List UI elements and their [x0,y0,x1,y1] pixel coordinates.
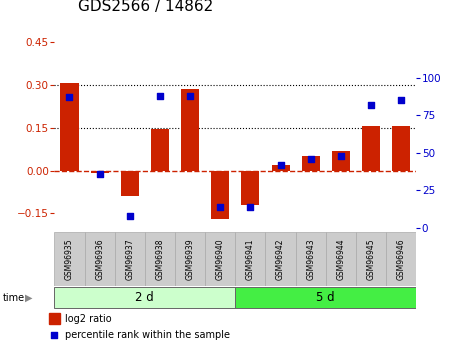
Point [217,204,224,209]
FancyBboxPatch shape [54,232,85,286]
Text: GSM96940: GSM96940 [216,238,225,279]
FancyBboxPatch shape [326,232,356,286]
FancyBboxPatch shape [85,232,114,286]
Text: GSM96943: GSM96943 [306,238,315,279]
Bar [121,170,139,196]
Text: percentile rank within the sample: percentile rank within the sample [65,330,230,340]
Text: GSM96937: GSM96937 [125,238,134,279]
Point [66,95,73,100]
Point [96,171,104,176]
Text: GSM96941: GSM96941 [246,238,255,279]
FancyBboxPatch shape [235,287,416,308]
Point [277,162,284,167]
Text: 5 d: 5 d [316,291,335,304]
Bar [181,89,199,170]
Point [367,102,375,107]
FancyBboxPatch shape [54,287,235,308]
Point [186,93,194,98]
FancyBboxPatch shape [235,232,265,286]
Text: 2 d: 2 d [135,291,154,304]
FancyBboxPatch shape [296,232,326,286]
Bar [332,150,350,170]
Point [337,153,345,158]
Bar [49,313,60,324]
Text: log2 ratio: log2 ratio [65,314,112,324]
Text: GSM96938: GSM96938 [156,238,165,279]
Text: GSM96935: GSM96935 [65,238,74,279]
Point [246,204,254,209]
Bar [392,126,410,170]
Text: GSM96945: GSM96945 [367,238,376,279]
Text: GSM96939: GSM96939 [185,238,194,279]
Bar [211,170,229,219]
Bar [272,165,289,170]
FancyBboxPatch shape [205,232,235,286]
FancyBboxPatch shape [114,232,145,286]
Bar [302,156,320,170]
Bar [241,170,259,205]
Text: GDS2566 / 14862: GDS2566 / 14862 [78,0,213,14]
FancyBboxPatch shape [175,232,205,286]
Bar [61,83,79,170]
Point [126,213,133,218]
Text: GSM96944: GSM96944 [336,238,345,279]
Point [51,332,58,337]
Point [156,93,164,98]
Point [307,156,315,161]
Text: GSM96942: GSM96942 [276,238,285,279]
Text: ▶: ▶ [25,293,32,303]
Bar [91,170,109,174]
Text: time: time [2,293,25,303]
Bar [151,129,169,170]
FancyBboxPatch shape [145,232,175,286]
FancyBboxPatch shape [356,232,386,286]
FancyBboxPatch shape [265,232,296,286]
FancyBboxPatch shape [386,232,416,286]
Text: GSM96936: GSM96936 [95,238,104,279]
Text: GSM96946: GSM96946 [397,238,406,279]
Point [397,97,405,103]
Bar [362,126,380,170]
